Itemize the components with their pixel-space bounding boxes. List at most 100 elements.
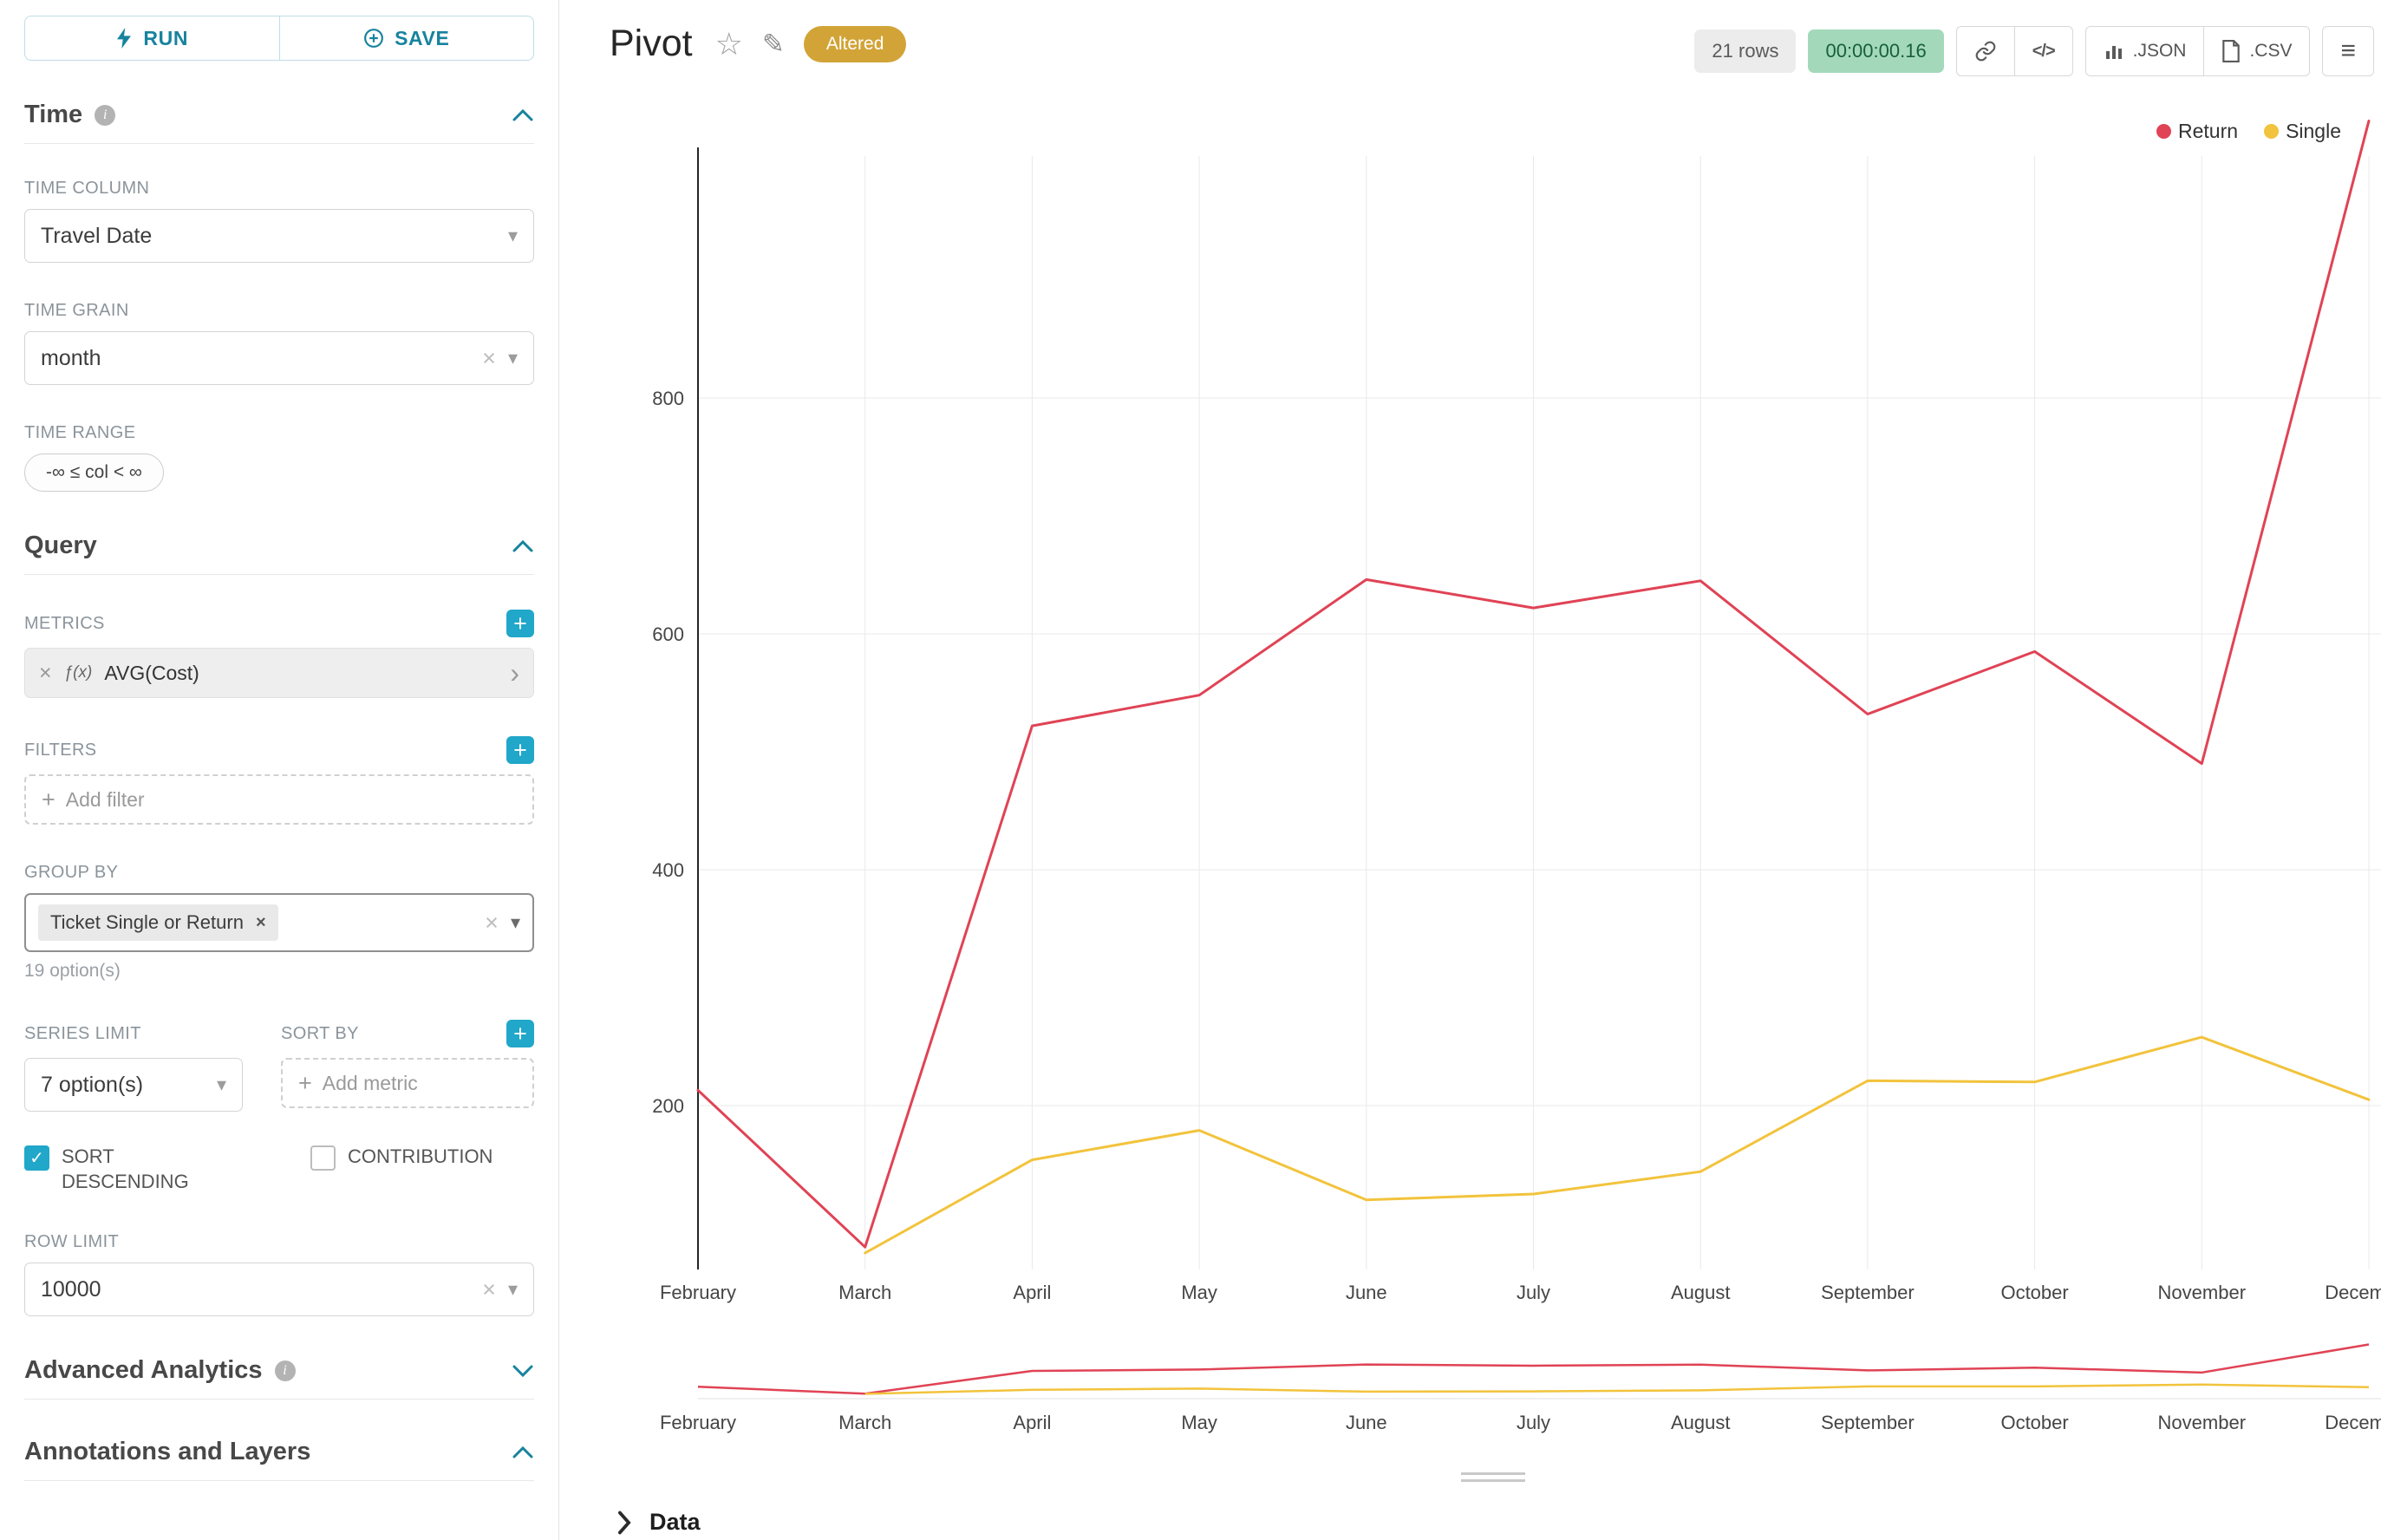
time-column-label: TIME COLUMN: [24, 179, 150, 198]
sort-descending-checkbox[interactable]: ✓ SORT DESCENDING: [24, 1145, 276, 1194]
group-by-options-hint: 19 option(s): [24, 961, 121, 981]
add-filter-plus-button[interactable]: +: [506, 736, 534, 764]
time-column-select[interactable]: Travel Date ▾: [24, 209, 534, 263]
legend-item-return[interactable]: Return: [2156, 120, 2238, 143]
svg-text:May: May: [1181, 1412, 1217, 1433]
metric-item[interactable]: × ƒ(x) AVG(Cost) ›: [24, 648, 534, 698]
save-button-label: SAVE: [395, 26, 450, 49]
plus-circle-icon: [364, 29, 383, 48]
advanced-analytics-section-header[interactable]: Advanced Analytics i: [24, 1356, 534, 1385]
favorite-star-icon[interactable]: ☆: [714, 25, 743, 62]
chevron-right-icon[interactable]: ›: [510, 657, 519, 688]
chart-header: Pivot ☆ ✎ Altered: [610, 23, 907, 65]
bar-chart-icon: [2105, 46, 2122, 59]
chevron-up-icon[interactable]: [512, 539, 534, 553]
chevron-up-icon[interactable]: [512, 1445, 534, 1459]
share-link-button[interactable]: [1955, 26, 2015, 76]
annotations-section-header[interactable]: Annotations and Layers: [24, 1438, 534, 1466]
share-button-group: </>: [1955, 26, 2073, 76]
add-filter-button[interactable]: + Add filter: [24, 774, 534, 825]
svg-text:400: 400: [652, 859, 684, 881]
svg-text:June: June: [1346, 1412, 1387, 1433]
group-by-tag[interactable]: Ticket Single or Return ×: [38, 904, 278, 941]
remove-metric-icon[interactable]: ×: [39, 660, 52, 685]
row-limit-label: ROW LIMIT: [24, 1232, 120, 1252]
clear-icon[interactable]: ×: [482, 344, 496, 371]
time-grain-label: TIME GRAIN: [24, 301, 129, 320]
add-metric-button[interactable]: +: [506, 610, 534, 637]
time-section-header[interactable]: Time i: [24, 101, 534, 129]
export-csv-button[interactable]: .CSV: [2204, 26, 2311, 76]
data-panel-label: Data: [649, 1509, 701, 1535]
contribution-label: CONTRIBUTION: [348, 1145, 493, 1167]
clear-icon[interactable]: ×: [482, 1276, 496, 1302]
header-toolbar: 21 rows 00:00:00.16 </> .JSON .CSV ≡: [1694, 26, 2374, 76]
section-title: Time: [24, 101, 83, 128]
save-button[interactable]: SAVE: [279, 16, 534, 61]
series-limit-select[interactable]: 7 option(s) ▾: [24, 1058, 243, 1112]
svg-text:May: May: [1181, 1282, 1217, 1303]
checkbox-unchecked-icon[interactable]: [310, 1145, 336, 1171]
row-limit-select[interactable]: 10000 × ▾: [24, 1263, 534, 1317]
legend-item-single[interactable]: Single: [2264, 120, 2341, 143]
embed-code-button[interactable]: </>: [2014, 26, 2073, 76]
chevron-down-icon: ▾: [216, 1073, 226, 1095]
svg-text:July: July: [1517, 1412, 1550, 1433]
divider: [24, 574, 534, 575]
legend-label: Return: [2178, 120, 2239, 142]
svg-text:December: December: [2325, 1282, 2381, 1303]
svg-text:August: August: [1671, 1412, 1731, 1433]
legend-dot: [2156, 124, 2172, 139]
menu-button[interactable]: ≡: [2322, 26, 2374, 76]
select-value: 10000: [41, 1276, 101, 1302]
query-section-header[interactable]: Query: [24, 532, 534, 560]
file-icon: [2222, 40, 2241, 62]
add-sort-metric-button[interactable]: + Add metric: [281, 1058, 534, 1108]
action-buttons: RUN SAVE: [24, 16, 534, 61]
svg-text:July: July: [1517, 1282, 1550, 1303]
add-metric-label: Add metric: [322, 1071, 418, 1094]
csv-button-label: .CSV: [2249, 41, 2293, 61]
legend-label: Single: [2286, 120, 2341, 142]
time-grain-select[interactable]: month × ▾: [24, 331, 534, 385]
section-title: Annotations and Layers: [24, 1438, 311, 1466]
plus-icon: +: [298, 1069, 312, 1096]
line-chart[interactable]: 200 400 600 800 February February March March Ap…: [559, 0, 2381, 1540]
run-button[interactable]: RUN: [24, 16, 280, 61]
control-panel: RUN SAVE Time i TIME COLUMN Travel Date …: [0, 0, 559, 1540]
section-title: Advanced Analytics: [24, 1356, 263, 1385]
lightning-icon: [117, 28, 132, 49]
group-by-select[interactable]: Ticket Single or Return × × ▾: [24, 893, 534, 952]
info-icon: i: [95, 104, 116, 126]
function-icon: ƒ(x): [63, 663, 93, 682]
chevron-down-icon[interactable]: [512, 1364, 534, 1378]
edit-icon[interactable]: ✎: [761, 28, 785, 59]
chevron-up-icon[interactable]: [512, 108, 534, 122]
svg-text:February: February: [660, 1282, 736, 1303]
query-timer-badge: 00:00:00.16: [1808, 29, 1944, 73]
select-value: 7 option(s): [41, 1072, 144, 1097]
row-count-badge: 21 rows: [1694, 29, 1797, 73]
clear-icon[interactable]: ×: [485, 909, 499, 936]
chart-area: Pivot ☆ ✎ Altered 21 rows 00:00:00.16 </…: [559, 0, 2381, 1540]
chart-legend: Return Single: [2156, 120, 2341, 143]
svg-text:October: October: [2000, 1412, 2068, 1433]
add-sort-metric-plus-button[interactable]: +: [506, 1020, 534, 1047]
svg-text:September: September: [1821, 1282, 1915, 1303]
contribution-checkbox[interactable]: CONTRIBUTION: [310, 1145, 493, 1194]
group-by-label: GROUP BY: [24, 863, 119, 882]
data-panel-expander[interactable]: Data: [616, 1509, 701, 1536]
sort-descending-label: SORT DESCENDING: [62, 1145, 189, 1192]
remove-tag-icon[interactable]: ×: [255, 912, 266, 932]
json-button-label: .JSON: [2132, 41, 2187, 61]
panel-resize-handle[interactable]: [1461, 1472, 1525, 1486]
code-icon: </>: [2032, 41, 2056, 61]
chevron-down-icon: ▾: [507, 1278, 518, 1301]
add-filter-label: Add filter: [65, 787, 145, 811]
chart-title: Pivot: [610, 23, 693, 64]
time-range-pill[interactable]: -∞ ≤ col < ∞: [24, 454, 164, 492]
divider: [24, 1399, 534, 1400]
sort-by-label: SORT BY: [281, 1023, 359, 1043]
checkbox-checked-icon[interactable]: ✓: [24, 1145, 49, 1171]
export-json-button[interactable]: .JSON: [2084, 26, 2205, 76]
